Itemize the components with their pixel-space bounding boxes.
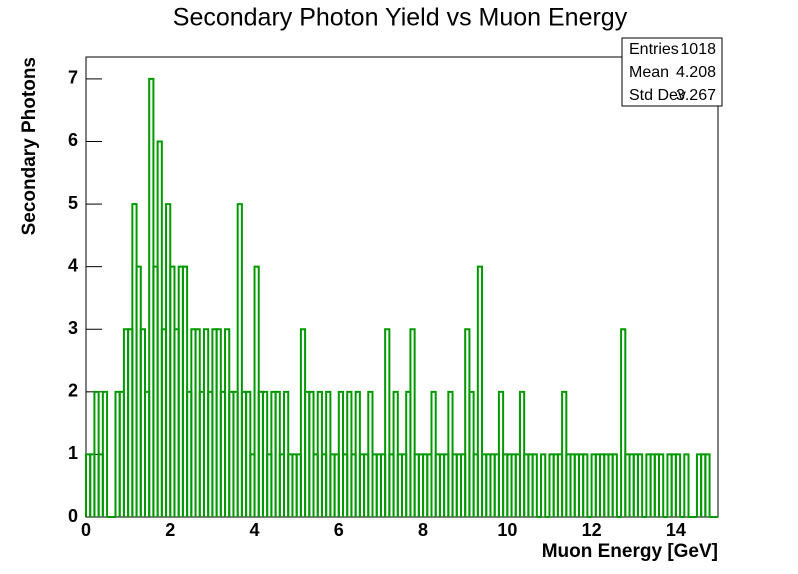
bin xyxy=(582,453,589,517)
bin xyxy=(236,203,243,517)
y-tick-label: 0 xyxy=(68,506,78,526)
bin xyxy=(101,390,109,517)
x-tick-label: 14 xyxy=(666,520,686,540)
bin xyxy=(476,265,484,517)
bin xyxy=(384,328,391,517)
y-tick-label: 2 xyxy=(68,381,78,401)
bin xyxy=(636,453,644,517)
stats-label: Mean xyxy=(629,64,669,81)
bin xyxy=(531,453,538,517)
x-tick-label: 0 xyxy=(81,520,91,540)
bin xyxy=(620,328,627,517)
x-tick-label: 12 xyxy=(582,520,602,540)
stats-value: 1018 xyxy=(680,41,716,58)
bin xyxy=(409,328,416,517)
stats-value: 4.208 xyxy=(676,64,716,81)
y-tick-label: 5 xyxy=(68,193,78,213)
y-tick-label: 6 xyxy=(68,130,78,150)
y-axis-label: Secondary Photons xyxy=(19,57,40,235)
x-tick-label: 2 xyxy=(165,520,175,540)
bin xyxy=(611,453,618,517)
y-tick-label: 4 xyxy=(68,255,78,275)
x-tick-label: 10 xyxy=(497,520,517,540)
x-axis-label: Muon Energy [GeV] xyxy=(542,541,718,562)
bin xyxy=(540,453,547,517)
stats-value: 3.267 xyxy=(676,87,716,104)
y-tick-label: 7 xyxy=(68,68,78,88)
y-tick-label: 1 xyxy=(68,443,78,463)
stats-label: Std Dev xyxy=(629,87,686,104)
y-tick-label: 3 xyxy=(68,318,78,338)
bin xyxy=(674,453,682,517)
bin xyxy=(683,453,690,517)
chart-title: Secondary Photon Yield vs Muon Energy xyxy=(173,4,628,32)
stats-label: Entries xyxy=(629,41,679,58)
stats-box xyxy=(621,37,723,107)
x-tick-label: 6 xyxy=(334,520,344,540)
bin xyxy=(704,453,711,517)
x-tick-label: 8 xyxy=(418,520,428,540)
bin xyxy=(658,453,665,517)
x-tick-label: 4 xyxy=(250,520,260,540)
